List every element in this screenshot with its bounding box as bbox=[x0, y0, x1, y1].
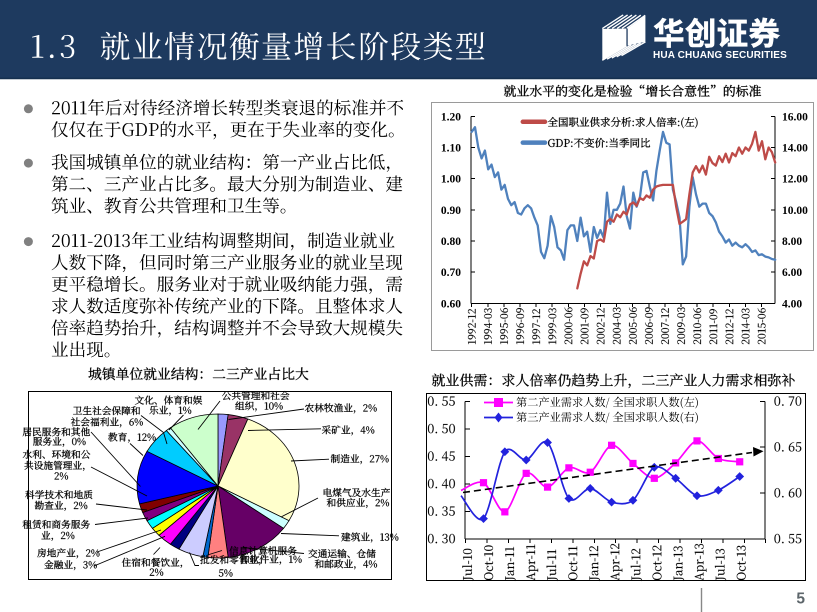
svg-text:14.00: 14.00 bbox=[782, 142, 808, 154]
svg-text:0.70: 0.70 bbox=[441, 267, 461, 279]
svg-text:1.20: 1.20 bbox=[441, 111, 461, 123]
svg-text:16.00: 16.00 bbox=[782, 111, 808, 123]
svg-text:0.90: 0.90 bbox=[441, 205, 461, 217]
svg-text:12.00: 12.00 bbox=[782, 174, 808, 186]
svg-text:4.00: 4.00 bbox=[782, 298, 802, 310]
svg-text:1.10: 1.10 bbox=[441, 142, 461, 154]
svg-text:8.00: 8.00 bbox=[782, 236, 802, 248]
svg-text:1.00: 1.00 bbox=[441, 174, 461, 186]
svg-text:5: 5 bbox=[796, 591, 805, 608]
svg-text:0.80: 0.80 bbox=[441, 236, 461, 248]
svg-text:10.00: 10.00 bbox=[782, 205, 808, 217]
svg-text:6.00: 6.00 bbox=[782, 267, 802, 279]
svg-text:HUA CHUANG SECURITIES: HUA CHUANG SECURITIES bbox=[653, 50, 787, 61]
svg-text:0.60: 0.60 bbox=[441, 298, 461, 310]
